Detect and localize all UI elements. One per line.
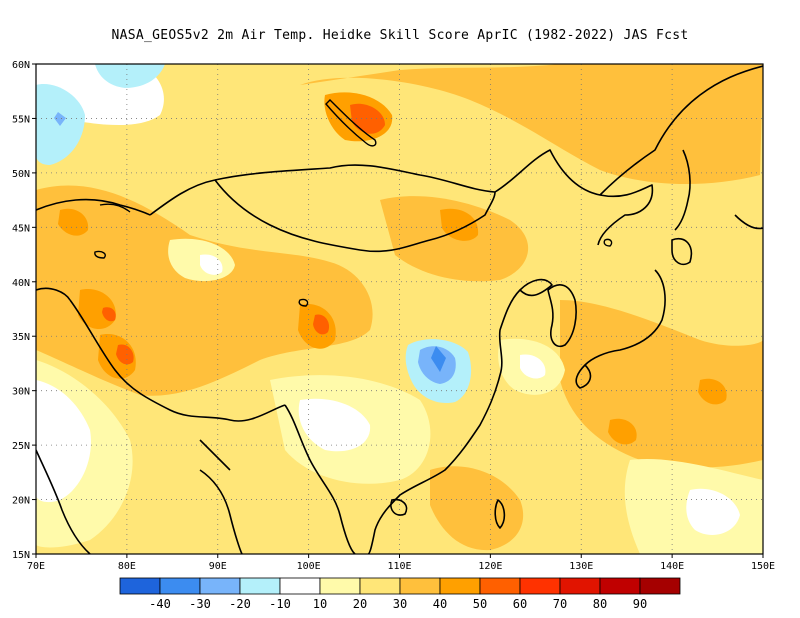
sakhalin [674,149,691,231]
qinghai-lake [298,298,309,307]
lat-label: 35N [12,332,30,343]
lon-label: 150E [751,561,775,572]
lon-label: 140E [660,561,684,572]
russia-coast-east [599,65,763,196]
colorbar-swatch [279,577,321,595]
lat-label: 45N [12,223,30,234]
colorbar-swatch [119,577,161,595]
field-zone-mid-blue [431,346,446,372]
colorbar-swatch [559,577,601,595]
hainan [390,498,408,516]
colorbar-label: 20 [353,597,367,611]
lon-label: 110E [387,561,411,572]
korea-coast [547,284,577,347]
colorbar-swatch [199,577,241,595]
lat-label: 25N [12,441,30,452]
longitude-labels: 70E 80E 90E 100E 110E 120E 130E 140E 150E [27,561,775,572]
bay-of-bengal-coast [199,469,243,554]
colorbar-swatch [639,577,681,595]
lat-label: 55N [12,114,30,125]
colorbar-label: 70 [553,597,567,611]
kamchatka-coast [734,214,763,230]
lat-label: 40N [12,278,30,289]
colorbar-label: -30 [189,597,211,611]
field-spot-red-orange [350,103,385,134]
colorbar-label: 50 [473,597,487,611]
lat-label: 30N [12,387,30,398]
lakes [94,99,613,307]
japan-hokkaido [671,238,692,266]
map-title: NASA_GEOS5v2 2m Air Temp. Heidke Skill S… [111,28,689,43]
myanmar-border [284,404,356,554]
japan-honshu [584,269,666,366]
lake-balkhash [99,203,131,213]
indochina-coast [367,494,401,554]
central-asia-border [36,287,71,301]
field-zone-mid-blue [54,112,66,126]
mongolia-south-border [214,179,496,253]
field-spot-dark-orange [698,378,727,405]
colorbar-label: 90 [633,597,647,611]
lon-label: 120E [478,561,502,572]
coastlines-and-borders [36,65,763,554]
japan-kyushu [575,364,592,389]
colorbar-label: 30 [393,597,407,611]
india-west-coast [36,449,91,554]
colorbar-swatch [519,577,561,595]
india-china-border [69,299,286,422]
colorbar-swatch [479,577,521,595]
colorbar-swatch [239,577,281,595]
colorbar-swatch [319,577,361,595]
field-zone-orange-south [430,466,524,551]
taiwan [494,499,506,529]
field-spot-dark-orange [58,208,89,236]
lake-baikal [325,99,377,147]
axis-ticks [32,63,764,558]
gridlines [36,64,763,554]
field-spot-red-orange [116,344,134,365]
kazakh-border [36,198,151,216]
field-spot-red-orange [313,314,330,335]
lat-label: 50N [12,169,30,180]
colorbar-label: -20 [229,597,251,611]
lon-label: 100E [297,561,321,572]
colorbar-label: 40 [433,597,447,611]
latitude-labels: 15N 20N 25N 30N 35N 40N 45N 50N 55N 60N [12,60,30,561]
lake-issyk-kul [94,250,106,259]
colorbar-swatch [399,577,441,595]
lat-label: 60N [12,60,30,71]
field-zone-white [298,398,371,452]
bohai-coast [519,278,553,297]
lat-label: 20N [12,496,30,507]
field-zone-white [36,380,91,503]
colorbar-swatch [599,577,641,595]
colorbar-label: -40 [149,597,171,611]
field-zone-white [200,254,223,275]
lake-khanka [603,238,613,247]
colorbar-label: 10 [313,597,327,611]
colorbar-label: 60 [513,597,527,611]
lon-label: 80E [118,561,136,572]
field-zone-white [686,488,740,535]
colorbar-swatch [359,577,401,595]
field-spot-dark-orange [608,418,637,445]
field-zone-light-blue [95,64,165,88]
china-east-coast [399,289,521,496]
field-spot-red-orange [102,307,116,322]
lon-label: 70E [27,561,45,572]
lat-label: 15N [12,550,30,561]
lon-label: 90E [209,561,227,572]
colorbar-label: -10 [269,597,291,611]
colorbar: -40 -30 -20 -10 10 20 30 40 50 60 70 80 90 [119,577,681,611]
field-zone-orange-north [300,64,763,185]
lon-label: 130E [569,561,593,572]
field-spot-dark-orange [440,208,479,241]
colorbar-swatch [159,577,201,595]
bangladesh-border [199,439,231,471]
colorbar-swatch [439,577,481,595]
field-zone-white [520,354,546,379]
china-mongolia-border [149,149,654,246]
colorbar-label: 80 [593,597,607,611]
